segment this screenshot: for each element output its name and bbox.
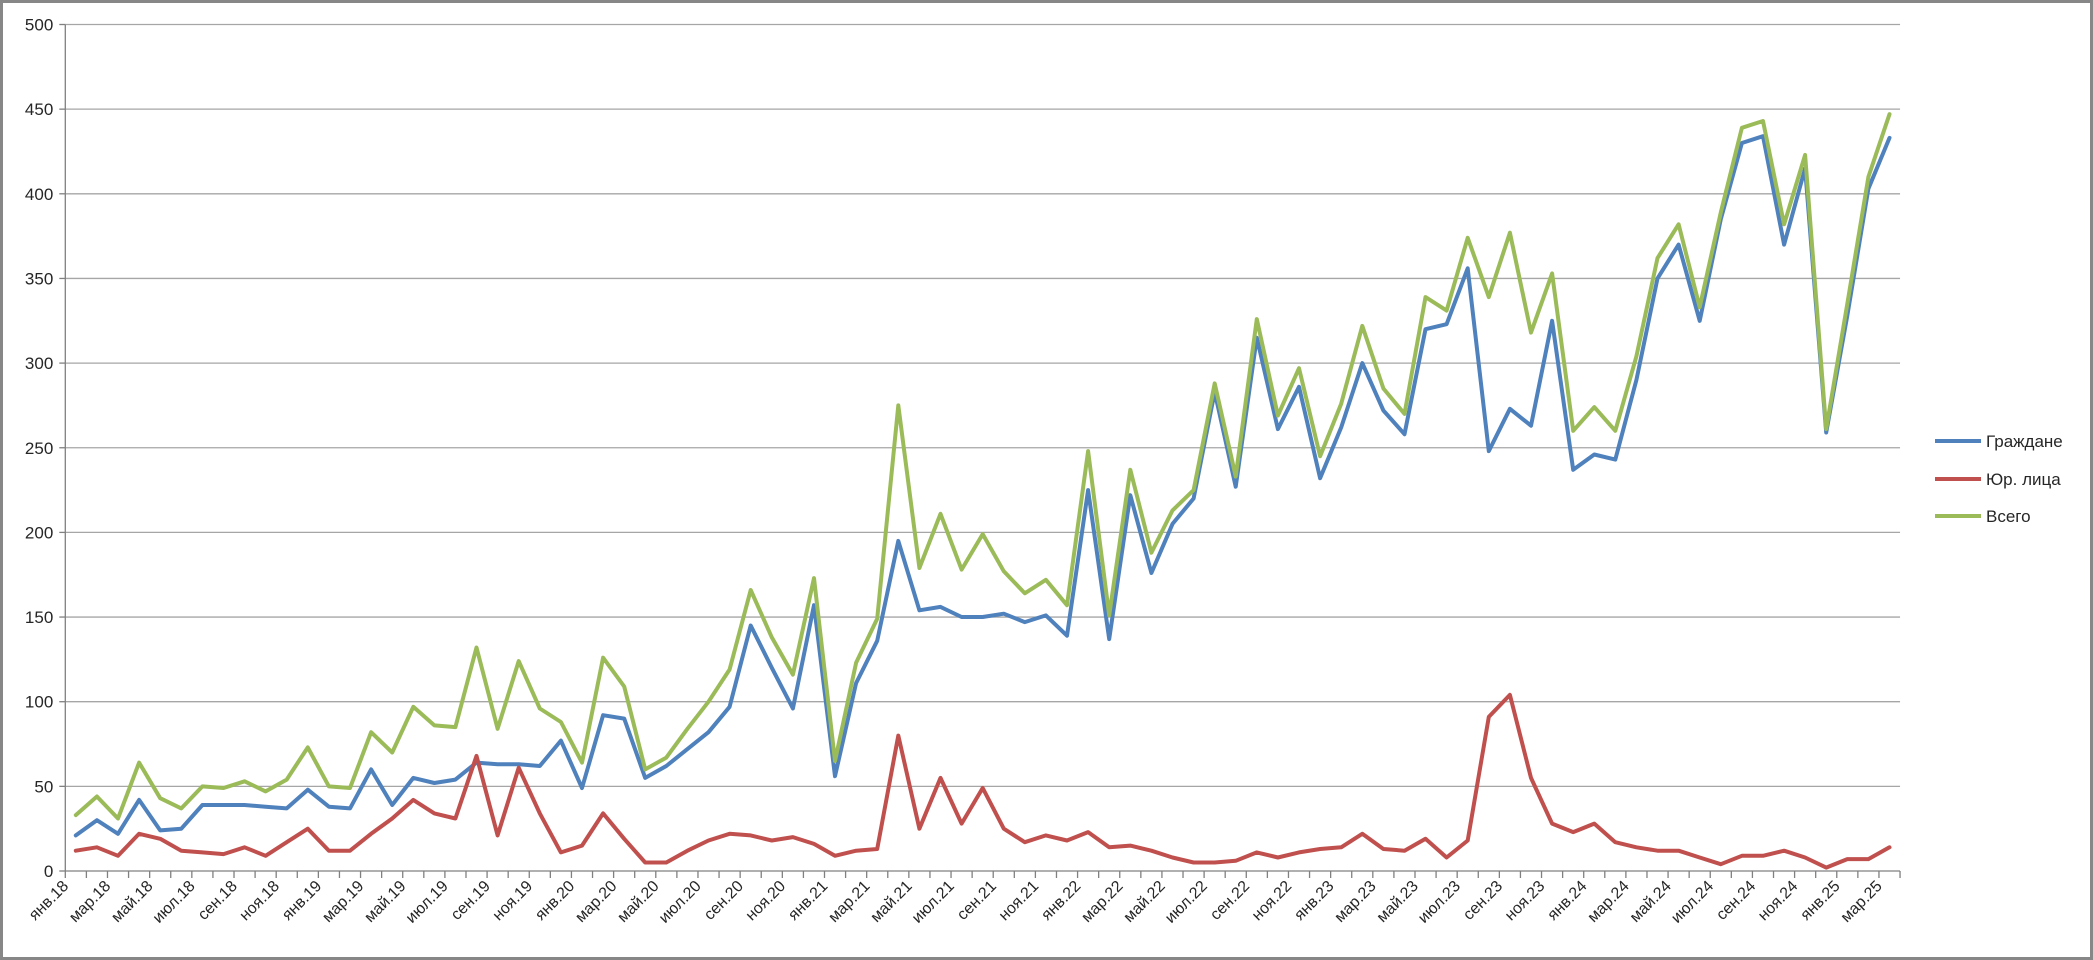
y-axis-label: 150 [25, 608, 53, 627]
x-axis-label: янв.18 [26, 878, 72, 924]
x-axis-label: сен.18 [195, 878, 241, 924]
legend-item-label: Граждане [1986, 432, 2063, 451]
x-axis-label: июл.23 [1415, 878, 1464, 927]
x-axis-label: мар.18 [66, 878, 114, 926]
x-axis-label: янв.22 [1038, 878, 1084, 924]
x-axis-label: май.18 [108, 878, 156, 926]
x-axis-label: сен.23 [1460, 878, 1506, 924]
x-axis-label: ноя.23 [1502, 878, 1548, 924]
x-axis-label: июл.24 [1668, 878, 1717, 927]
x-axis-label: сен.24 [1713, 878, 1759, 924]
x-axis-label: май.23 [1374, 878, 1422, 926]
x-axis-label: янв.21 [785, 878, 831, 924]
y-axis-label: 450 [25, 100, 53, 119]
y-axis-label: 0 [44, 862, 53, 881]
x-axis-label: мар.20 [572, 878, 620, 926]
legend-item-label: Всего [1986, 507, 2031, 526]
x-axis-label: янв.20 [532, 878, 578, 924]
x-axis-label: ноя.21 [996, 878, 1042, 924]
y-axis-label: 200 [25, 523, 53, 542]
y-axis-label: 500 [25, 16, 53, 35]
x-axis-label: июл.21 [909, 878, 958, 927]
x-axis-label: ноя.20 [743, 878, 789, 924]
x-axis-label: сен.19 [448, 878, 494, 924]
x-axis-label: ноя.24 [1755, 878, 1801, 924]
x-axis-label: янв.25 [1797, 878, 1843, 924]
x-axis-label: мар.21 [825, 878, 873, 926]
x-axis-label: мар.24 [1585, 878, 1633, 926]
x-axis-label: сен.22 [1207, 878, 1253, 924]
x-axis-label: ноя.19 [490, 878, 536, 924]
y-axis-label: 100 [25, 693, 53, 712]
x-axis-label: май.22 [1121, 878, 1169, 926]
x-axis-label: май.20 [614, 878, 662, 926]
x-axis-label: ноя.22 [1249, 878, 1295, 924]
x-axis-label: янв.19 [279, 878, 325, 924]
y-axis-label: 350 [25, 269, 53, 288]
x-axis-label: июл.19 [403, 878, 452, 927]
x-axis-label: сен.20 [701, 878, 747, 924]
x-axis-label: июл.20 [656, 878, 705, 927]
x-axis-label: май.19 [361, 878, 409, 926]
x-axis-label: сен.21 [954, 878, 1000, 924]
line-chart-canvas: 050100150200250300350400450500янв.18мар.… [25, 16, 2063, 927]
y-axis-label: 300 [25, 354, 53, 373]
x-axis-label: июл.18 [150, 878, 199, 927]
x-axis-label: мар.19 [319, 878, 367, 926]
legal-entities-line [73, 692, 1892, 870]
legend-item-label: Юр. лица [1986, 470, 2061, 489]
x-axis-label: май.24 [1627, 878, 1675, 926]
total-line [73, 112, 1892, 821]
y-axis-label: 250 [25, 439, 53, 458]
x-axis-label: ноя.18 [237, 878, 283, 924]
citizens-line [73, 134, 1892, 838]
x-axis-label: май.21 [868, 878, 916, 926]
x-axis-label: мар.22 [1078, 878, 1126, 926]
x-axis-label: мар.25 [1838, 878, 1886, 926]
y-axis-label: 400 [25, 185, 53, 204]
x-axis-label: янв.23 [1291, 878, 1337, 924]
x-axis-label: мар.23 [1332, 878, 1380, 926]
x-axis-label: июл.22 [1162, 878, 1211, 927]
y-axis-label: 50 [34, 777, 53, 796]
x-axis-label: янв.24 [1544, 878, 1590, 924]
